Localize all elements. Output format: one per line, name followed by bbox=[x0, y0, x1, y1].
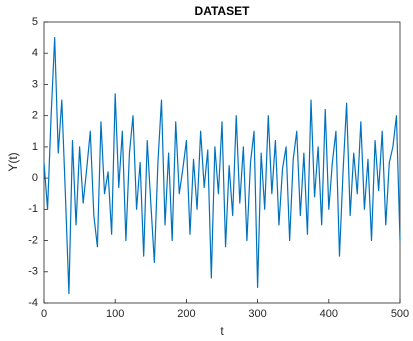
y-tick-label: 3 bbox=[32, 78, 38, 90]
x-tick-label: 0 bbox=[41, 308, 47, 320]
y-tick-label: -2 bbox=[28, 234, 38, 246]
y-tick-label: -4 bbox=[28, 297, 38, 309]
chart-title: DATASET bbox=[195, 4, 251, 18]
x-tick-label: 300 bbox=[248, 308, 266, 320]
x-axis-label: t bbox=[220, 324, 224, 338]
x-tick-label: 100 bbox=[106, 308, 124, 320]
y-tick-label: -3 bbox=[28, 266, 38, 278]
y-tick-label: 0 bbox=[32, 172, 38, 184]
y-tick-label: 2 bbox=[32, 110, 38, 122]
plot-box bbox=[43, 21, 401, 304]
x-tick-label: 200 bbox=[177, 308, 195, 320]
y-tick-label: -1 bbox=[28, 203, 38, 215]
y-tick-label: 4 bbox=[32, 47, 38, 59]
data-line bbox=[43, 37, 401, 295]
x-tick-label: 500 bbox=[391, 308, 409, 320]
y-axis-label: Y(t) bbox=[6, 152, 20, 171]
x-tick-label: 400 bbox=[320, 308, 338, 320]
y-tick-label: 1 bbox=[32, 141, 38, 153]
y-tick-label: 5 bbox=[32, 16, 38, 28]
